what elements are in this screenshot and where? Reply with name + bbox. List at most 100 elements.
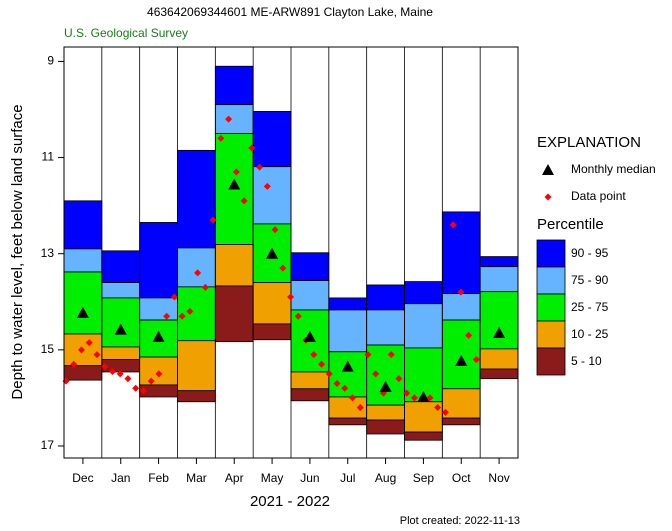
- percentile-box: [366, 419, 405, 435]
- y-tick-label: 11: [42, 150, 55, 164]
- percentile-box: [214, 244, 254, 287]
- x-tick-label: Jun: [300, 471, 319, 485]
- percentile-box: [214, 285, 254, 343]
- data-point: [279, 264, 287, 272]
- percentile-box: [101, 282, 141, 299]
- percentile-box: [252, 111, 292, 168]
- y-tick-label: 13: [41, 246, 55, 260]
- data-point: [465, 331, 473, 339]
- percentile-box: [366, 309, 405, 346]
- legend-label: 10 - 25: [571, 327, 609, 341]
- percentile-box: [441, 319, 481, 390]
- median-marker: [379, 380, 392, 392]
- percentile-box: [290, 388, 330, 402]
- data-point: [70, 360, 78, 368]
- data-point: [287, 293, 295, 301]
- footnote: Plot created: 2022-11-13: [400, 515, 520, 527]
- median-marker: [493, 327, 506, 339]
- data-point: [441, 408, 449, 416]
- percentile-box: [441, 293, 481, 321]
- percentile-box: [328, 297, 368, 311]
- legend-swatch: [536, 266, 566, 295]
- percentile-box: [328, 351, 368, 398]
- data-point: [186, 307, 194, 315]
- percentile-box: [177, 149, 216, 249]
- legend-title: EXPLANATION: [537, 134, 641, 151]
- data-point: [248, 144, 256, 152]
- data-point: [132, 384, 140, 392]
- data-point: [155, 370, 163, 378]
- y-tick-label: 9: [47, 54, 54, 68]
- percentile-box: [214, 104, 254, 134]
- percentile-box: [177, 247, 216, 288]
- percentile-box: [479, 368, 519, 380]
- percentile-box: [139, 297, 178, 321]
- data-point: [93, 351, 101, 359]
- percentile-box: [479, 266, 519, 293]
- data-point: [77, 346, 85, 354]
- data-point: [209, 216, 217, 224]
- percentile-box: [63, 365, 103, 381]
- data-point: [348, 394, 356, 402]
- median-marker: [303, 330, 316, 342]
- data-point: [178, 312, 186, 320]
- data-point: [256, 163, 264, 171]
- legend-swatch: [536, 239, 566, 268]
- percentile-box: [290, 280, 330, 311]
- percentile-box: [404, 431, 443, 441]
- data-point: [217, 134, 225, 142]
- data-point: [387, 351, 395, 359]
- percentile-box: [366, 404, 405, 421]
- data-point: [240, 197, 248, 205]
- legend-swatch: [536, 347, 566, 376]
- data-point: [294, 312, 302, 320]
- chart-subtitle: U.S. Geological Survey: [64, 26, 188, 40]
- percentile-box: [441, 211, 481, 295]
- data-point: [410, 394, 418, 402]
- data-point: [116, 370, 124, 378]
- percentile-box: [479, 291, 519, 350]
- data-point: [457, 288, 465, 296]
- percentile-box: [252, 323, 292, 341]
- data-point: [364, 351, 372, 359]
- data-point: [434, 404, 442, 412]
- data-point: [333, 379, 341, 387]
- percentile-box: [441, 417, 481, 426]
- median-marker: [341, 360, 354, 372]
- data-point: [85, 339, 93, 347]
- y-tick-label: 17: [41, 438, 55, 452]
- legend-label: 90 - 95: [571, 246, 609, 260]
- legend-band-title: Percentile: [537, 216, 604, 233]
- data-point: [372, 370, 380, 378]
- legend-label: Monthly median: [571, 162, 656, 176]
- y-tick-label: 15: [41, 342, 55, 356]
- x-axis-label: 2021 - 2022: [250, 493, 330, 510]
- percentile-box: [328, 309, 368, 353]
- data-point: [271, 226, 279, 234]
- percentile-box: [177, 390, 216, 403]
- data-point: [403, 389, 411, 397]
- legend-label: 5 - 10: [571, 354, 602, 368]
- data-point: [108, 367, 116, 375]
- percentile-box: [479, 256, 519, 268]
- percentile-box: [214, 65, 254, 106]
- x-tick-label: Dec: [72, 471, 93, 485]
- legend-swatch: [536, 293, 566, 322]
- percentile-box: [404, 303, 443, 349]
- data-point: [170, 293, 178, 301]
- percentile-box: [404, 281, 443, 305]
- percentile-box: [101, 346, 141, 360]
- median-marker: [76, 306, 89, 318]
- data-point: [341, 384, 349, 392]
- percentile-box: [252, 282, 292, 325]
- x-tick-label: Jul: [340, 471, 355, 485]
- data-point: [232, 168, 240, 176]
- legend-label: Data point: [571, 189, 626, 203]
- data-point: [395, 375, 403, 383]
- percentile-box: [101, 250, 141, 283]
- data-point: [163, 312, 171, 320]
- data-point: [310, 351, 318, 359]
- percentile-box: [290, 371, 330, 390]
- percentile-box: [366, 344, 405, 406]
- data-point: [263, 182, 271, 190]
